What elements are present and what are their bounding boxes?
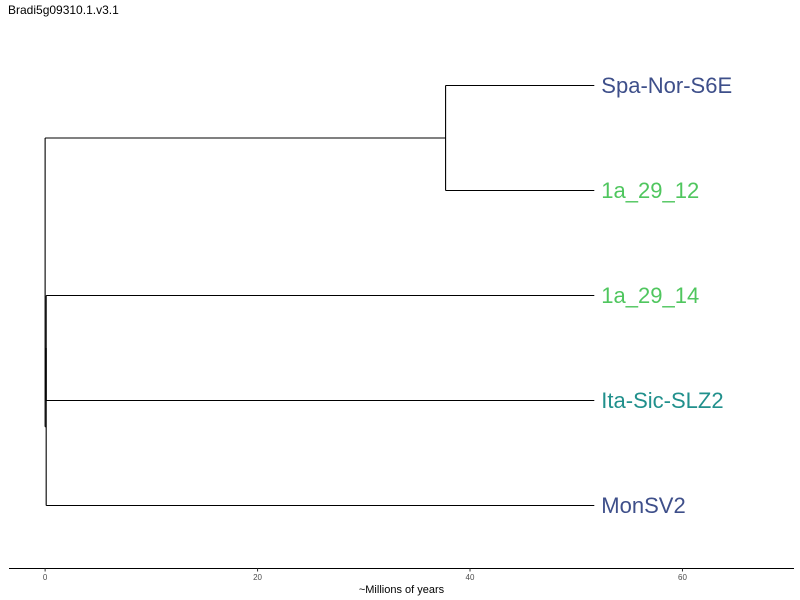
- x-tick-label-60: 60: [678, 573, 687, 582]
- tip-label-1a-29-12: 1a_29_12: [601, 178, 699, 203]
- x-tick-label-20: 20: [253, 573, 262, 582]
- tip-label-monsv2: MonSV2: [601, 493, 685, 518]
- tip-label-spa-nor-s6e: Spa-Nor-S6E: [601, 73, 732, 98]
- tip-label-1a-29-14: 1a_29_14: [601, 283, 699, 308]
- tree-branches: [44, 84, 595, 507]
- x-axis-ticks: 0 20 40 60: [43, 568, 687, 582]
- chart-title: Bradi5g09310.1.v3.1: [8, 3, 119, 17]
- x-axis: 0 20 40 60 ~Millions of years: [9, 567, 794, 596]
- tip-labels: Spa-Nor-S6E 1a_29_12 1a_29_14 Ita-Sic-SLZ2 M…: [601, 73, 732, 518]
- x-tick-label-0: 0: [43, 573, 48, 582]
- x-tick-label-40: 40: [466, 573, 475, 582]
- tip-label-ita-sic-slz2: Ita-Sic-SLZ2: [601, 388, 723, 413]
- x-axis-title: ~Millions of years: [359, 584, 445, 596]
